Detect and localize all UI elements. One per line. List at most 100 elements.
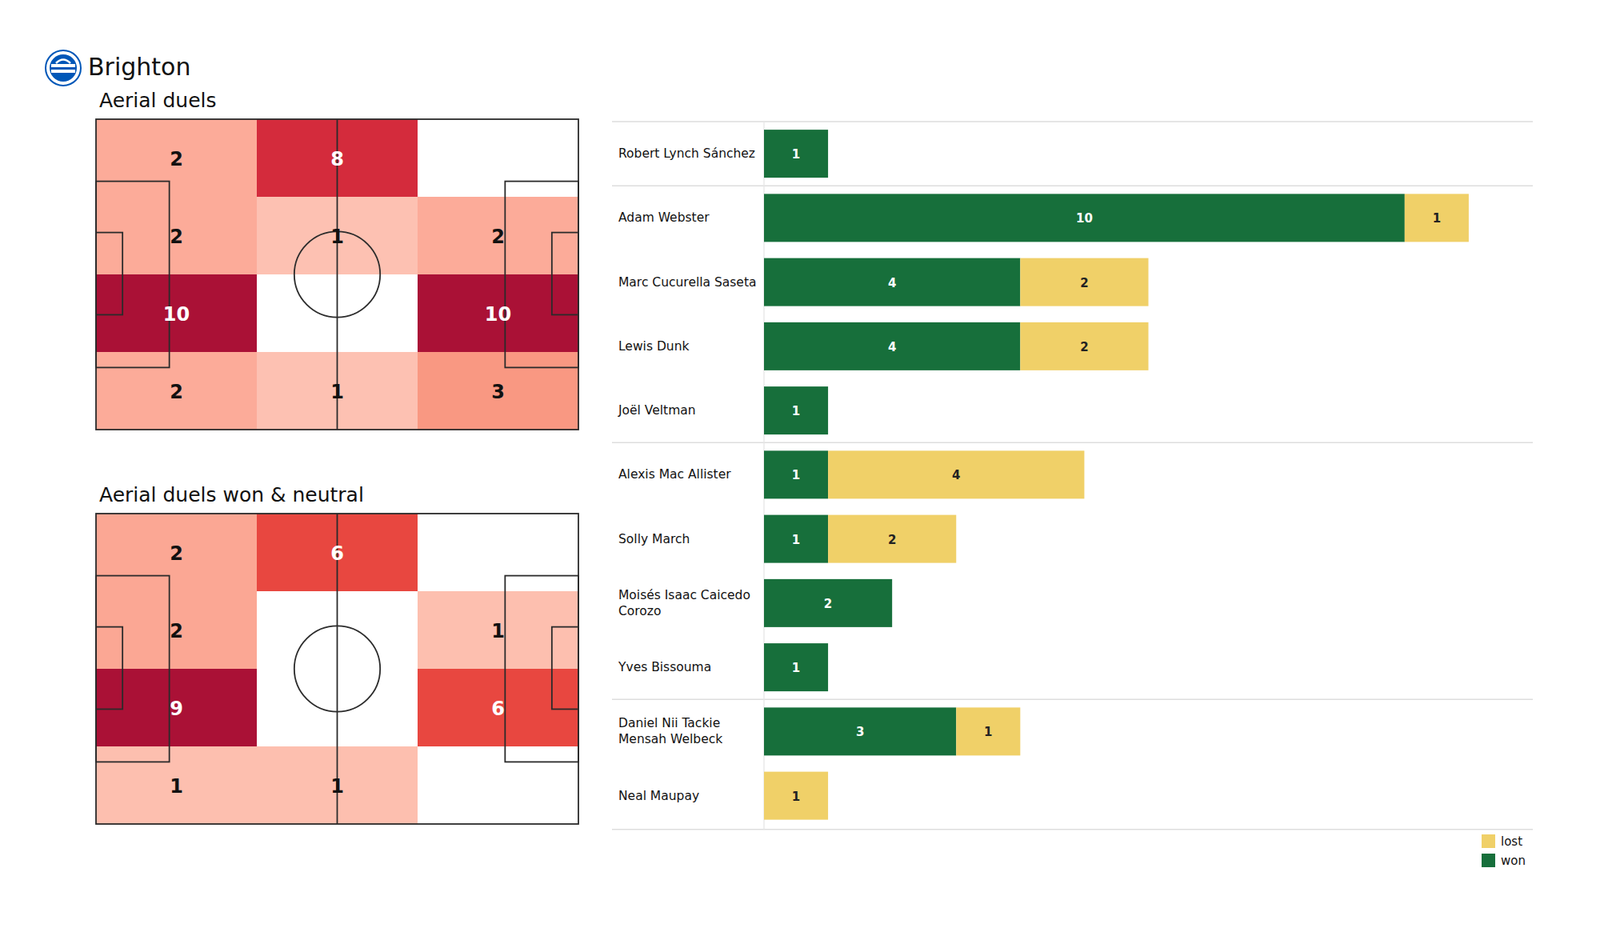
category-label-line: Daniel Nii Tackie [618,716,720,731]
bar-label: 1 [792,147,800,162]
heat-cell [96,513,258,592]
cell-label: 6 [491,697,505,720]
heat-cell [96,591,258,670]
heat-cell [96,274,258,353]
bar-segment [764,193,1405,242]
heatmap: Aerial duels282121010213 [96,88,580,431]
category-label: Joël Veltman [617,403,696,418]
cell-label: 2 [169,225,184,248]
bar-label: 2 [824,596,832,612]
category-label: Marc Cucurella Saseta [618,275,756,290]
logo-stripe [51,69,76,73]
category-label-line: Neal Maupay [618,788,700,804]
cell-label: 1 [330,380,344,404]
cell-label: 1 [169,775,184,798]
bar-segment [1020,258,1148,307]
legend-label: lost [1500,834,1523,849]
row-divider [612,442,1533,444]
empty-cell [417,119,579,197]
bar-segment [764,129,828,178]
pitch-lines [96,119,579,430]
cell-label: 1 [330,225,344,248]
bar-segment [1404,193,1469,242]
category-label-line: Yves Bissouma [617,660,712,675]
category-label-line: Moisés Isaac Caicedo [618,588,751,603]
logo-stripe [51,64,76,68]
heatmap-title: Aerial duels won & neutral [99,483,364,507]
penalty-box [96,181,170,368]
bar-label: 4 [952,468,960,483]
category-label-line: Lewis Dunk [618,339,689,354]
center-circle [294,625,380,712]
category-label: Daniel Nii TackieMensah Welbeck [618,716,723,747]
legend: won lost [1481,834,1526,868]
heatmap: Aerial duels won & neutral26219611 [96,483,580,825]
penalty-box [504,181,579,368]
bar-label: 2 [888,532,896,548]
bar-label: 1 [792,532,800,548]
category-label-line: Alexis Mac Allister [618,467,732,482]
category-label: Robert Lynch Sánchez [618,146,756,161]
bar-segment [764,772,828,820]
row-divider [612,185,1533,187]
bar-segment [764,322,1020,371]
pitch-lines [96,513,579,824]
heat-cell [417,668,580,748]
heat-cell [96,119,258,198]
heat-cell [96,196,258,276]
heat-cell [96,668,258,748]
bar-segment [764,579,892,628]
cell-label: 3 [491,380,505,404]
cell-label: 10 [484,303,512,326]
legend-swatch [1481,853,1496,868]
cell-label: 2 [169,620,184,643]
bar-label: 1 [792,660,800,676]
bar-label: 1 [1432,211,1441,226]
bar-segment [764,643,828,692]
bar-segment [764,515,828,564]
team-logo [45,50,81,86]
category-label: Neal Maupay [618,788,700,804]
six-yard-box [552,232,579,316]
cell-label: 2 [169,148,184,171]
bar-label: 4 [888,340,896,355]
bar-label: 1 [792,789,800,804]
bar-segment [764,258,1020,307]
cell-label: 2 [169,380,184,404]
cell-label: 6 [330,542,344,565]
legend-label: won [1500,853,1526,868]
figure: BrightonAerial duels282121010213Aerial d… [0,0,1600,940]
cell-label: 1 [330,775,344,798]
category-label-line: Robert Lynch Sánchez [618,146,756,161]
category-label-line: Marc Cucurella Saseta [618,275,756,290]
category-label: Yves Bissouma [617,660,712,675]
bar-label: 2 [1080,276,1088,291]
bar-segment [764,707,956,756]
heat-cell [417,352,580,431]
cell-label: 1 [491,620,505,643]
bar-segment [764,450,828,499]
bar-label: 3 [856,724,864,740]
bar-label: 2 [1080,340,1088,355]
row-divider [612,120,1533,122]
category-label-line: Adam Webster [618,210,710,225]
bars [764,129,1469,820]
bar-label: 1 [792,468,800,483]
heat-cell [96,746,258,825]
bar-segment [828,450,1084,499]
empty-cell [417,746,579,824]
category-label-line: Mensah Welbeck [618,732,723,747]
cell-label: 10 [163,303,190,326]
pitch-outline [96,513,579,824]
row-divider [612,699,1533,700]
logo-disc [49,54,77,82]
category-label: Adam Webster [618,210,710,225]
legend-swatch [1481,834,1496,848]
bar-label: 10 [1076,211,1093,226]
bar-segment [956,707,1020,756]
six-yard-box [96,232,123,316]
row-divider [612,828,1533,830]
bar-label: 1 [792,404,800,419]
cell-label: 8 [330,148,344,171]
bar-label: 1 [984,724,992,740]
